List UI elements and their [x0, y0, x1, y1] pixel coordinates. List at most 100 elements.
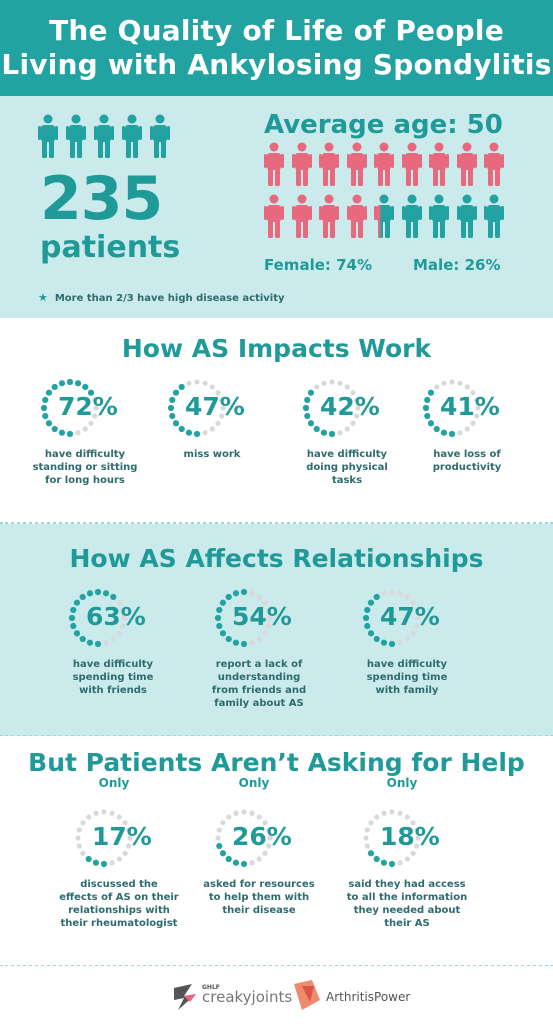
stat-description: have difficulty spending time with family [342, 658, 472, 697]
ring-dot-empty [120, 623, 126, 629]
ring-dot-empty [86, 814, 92, 820]
only-label: Only [386, 776, 418, 790]
ring-dot-empty [475, 405, 481, 411]
person-icon [122, 114, 142, 158]
ring-dot-empty [262, 820, 268, 826]
ring-dot-filled [169, 412, 176, 420]
ring-dot-empty [337, 430, 343, 436]
female-person-icon [374, 194, 394, 238]
stat-description: have loss of productivity [402, 448, 532, 474]
ring-dot-filled [424, 396, 431, 404]
ring-dot-empty [363, 835, 369, 841]
ring-dot-empty [464, 426, 470, 432]
ring-dot-empty [186, 380, 192, 386]
stat-description-line: doing physical [306, 462, 388, 473]
ring-dot-filled [448, 430, 456, 438]
ring-dot-empty [262, 630, 268, 636]
ring-dot-filled [225, 593, 232, 601]
creakyjoints-name: creakyjoints [202, 988, 293, 1006]
male-person-icon [429, 194, 449, 238]
ring-dot-empty [266, 607, 272, 613]
stat-percent: 47% [185, 392, 245, 421]
ring-dot-empty [88, 420, 94, 426]
ring-dot-empty [256, 594, 262, 600]
ring-dot-filled [172, 420, 180, 427]
percent-ring-icon [75, 809, 133, 868]
stat-description-line: spending time [366, 672, 448, 683]
percent-ring-icon [422, 379, 481, 438]
ring-dot-filled [74, 380, 82, 387]
ring-dot-empty [120, 607, 126, 613]
ring-dot-empty [249, 860, 255, 866]
ring-dot-filled [45, 389, 53, 396]
ring-dot-filled [172, 389, 180, 396]
ring-dot-empty [126, 827, 132, 833]
ring-dot-filled [66, 378, 74, 386]
male-person-icon [484, 194, 504, 238]
ring-dot-empty [215, 390, 221, 396]
female-person-icon [264, 194, 284, 238]
ring-dot-filled [240, 640, 248, 648]
ring-dot-filled [373, 635, 380, 643]
stat-percent: 41% [440, 392, 500, 421]
ring-dot-empty [209, 384, 215, 390]
ring-dot-filled [94, 588, 102, 596]
female-person-icon [401, 142, 422, 190]
ring-dot-empty [109, 860, 115, 866]
ring-dot-empty [397, 860, 403, 866]
only-label: Only [238, 776, 270, 790]
ring-dot-filled [42, 396, 49, 404]
stat-description: said they had access to all the informati… [342, 878, 472, 930]
ring-dot-empty [397, 640, 403, 646]
ring-dot-filled [68, 614, 76, 622]
percent-ring-icon [363, 809, 421, 868]
help-title: But Patients Aren’t Asking for Help [28, 748, 525, 777]
ring-dot-empty [449, 379, 455, 385]
ring-dot-empty [101, 809, 107, 815]
ring-dot-filled [302, 404, 310, 412]
stat-description-line: productivity [432, 462, 502, 473]
ring-dot-filled [70, 622, 77, 630]
relationships-title: How AS Affects Relationships [69, 544, 484, 573]
male-person-part-icon [374, 194, 394, 238]
stat-description-line: their disease [222, 905, 296, 916]
ring-dot-empty [474, 397, 480, 403]
star-icon: ★ [38, 291, 48, 304]
stat-description: report a lack of understanding from friend… [194, 658, 324, 710]
stat-description-line: report a lack of [215, 659, 303, 670]
work-section: How AS Impacts Work 72% have difficulty st… [0, 318, 553, 524]
ring-dot-empty [404, 636, 410, 642]
ring-dot-empty [404, 594, 410, 600]
stat-description-line: relationships with [68, 905, 170, 916]
female-person-icon [374, 142, 394, 190]
ring-dot-empty [364, 827, 370, 833]
ring-dot-empty [82, 426, 88, 432]
patient-icon [38, 114, 58, 162]
ring-dot-filled [388, 640, 396, 648]
stat-description-line: have loss of [433, 449, 501, 460]
ring-dot-empty [314, 384, 320, 390]
ring-dot-empty [364, 843, 370, 849]
percent-ring-icon [215, 809, 273, 868]
ring-dot-filled [219, 630, 227, 637]
ring-dot-filled [79, 593, 86, 601]
person-icon [150, 114, 170, 158]
ring-dot-filled [73, 599, 81, 606]
ring-dot-filled [66, 430, 74, 438]
ring-dot-empty [410, 850, 416, 856]
ring-dot-empty [350, 420, 356, 426]
average-age: Average age: 50 [264, 110, 503, 140]
ring-dot-filled [51, 383, 58, 391]
female-person-icon [291, 142, 312, 190]
ring-dot-filled [364, 606, 371, 614]
stat-description-line: with family [375, 685, 439, 696]
ring-dot-empty [414, 827, 420, 833]
ring-dot-filled [87, 389, 95, 396]
ring-dot-filled [73, 630, 81, 637]
female-person-icon [346, 142, 367, 190]
ring-dot-empty [219, 413, 225, 419]
ring-dot-filled [225, 855, 232, 863]
ring-dot-filled [70, 606, 77, 614]
ring-dot-empty [457, 380, 463, 386]
